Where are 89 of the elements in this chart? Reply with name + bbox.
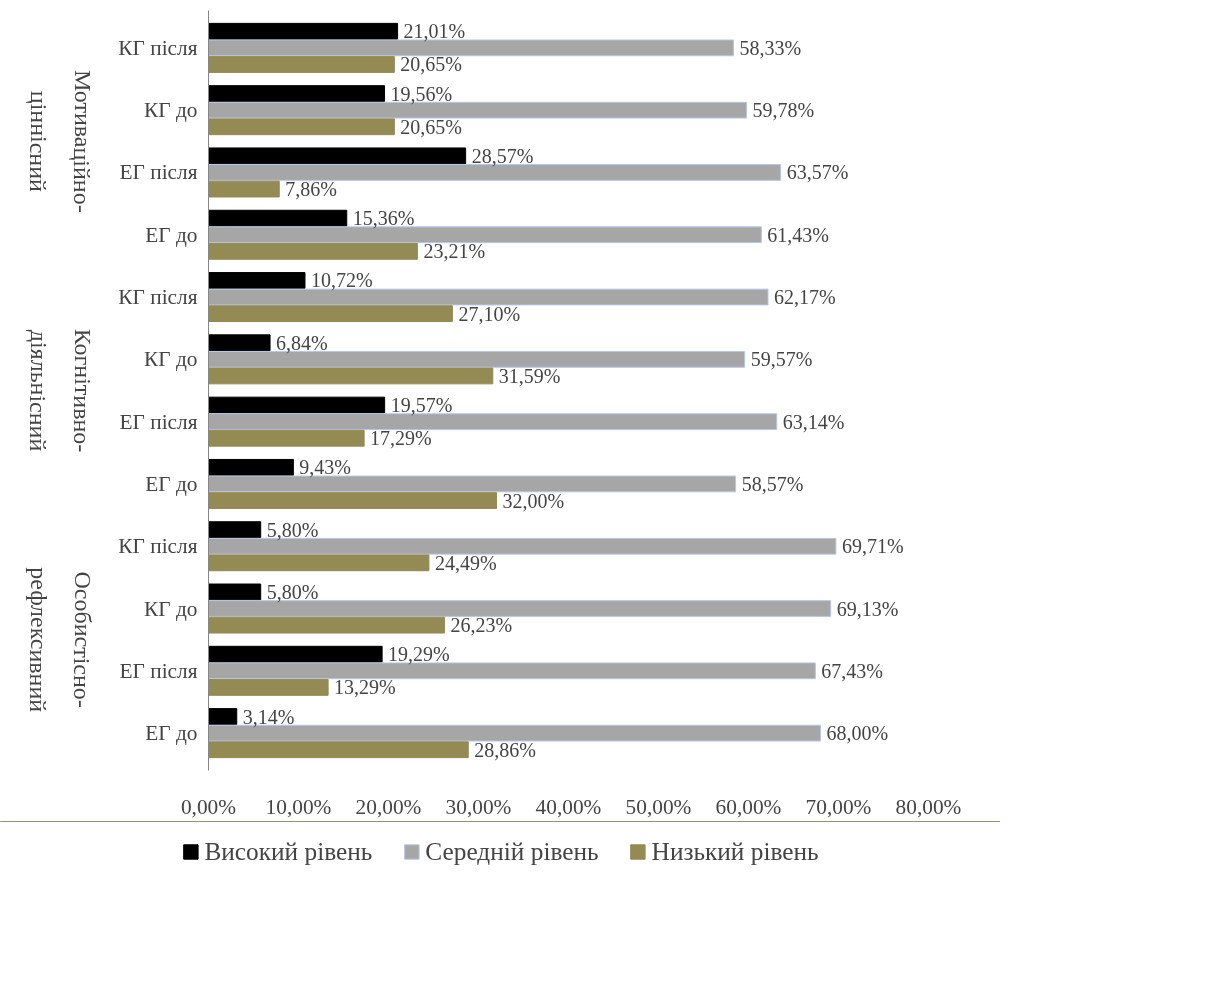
data-label: 58,57% <box>741 472 804 495</box>
data-label: 26,23% <box>450 614 513 637</box>
bar <box>208 583 262 601</box>
data-label: 61,43% <box>767 223 830 246</box>
bar <box>208 645 383 663</box>
y-tick-label: ЕГ до <box>145 222 198 247</box>
bar <box>208 305 453 323</box>
bar <box>208 242 418 260</box>
data-label: 21,01% <box>403 20 466 43</box>
y-tick-label: КГ до <box>144 596 198 621</box>
data-label: 59,57% <box>750 348 813 371</box>
bar <box>208 741 469 759</box>
bar <box>208 288 769 306</box>
x-tick-label: 50,00% <box>625 794 692 819</box>
data-label: 59,78% <box>752 99 815 122</box>
x-tick-label: 20,00% <box>355 794 422 819</box>
legend-label: Низький рівень <box>651 836 819 866</box>
bar <box>208 429 365 447</box>
data-label: 6,84% <box>276 331 328 354</box>
data-label: 20,65% <box>400 53 463 76</box>
y-tick-label: КГ після <box>118 534 198 559</box>
bar <box>208 180 280 198</box>
bar <box>208 56 395 73</box>
data-label: 63,57% <box>786 161 849 184</box>
data-label: 5,80% <box>266 580 319 603</box>
y-tick-label: ЕГ до <box>145 721 198 746</box>
x-tick-label: 70,00% <box>805 794 872 819</box>
bar <box>208 708 238 725</box>
data-label: 19,29% <box>388 643 450 666</box>
data-label: 19,57% <box>390 394 453 417</box>
y-tick-label: КГ до <box>144 347 198 372</box>
bar <box>208 662 816 680</box>
data-label: 5,80% <box>266 518 319 541</box>
data-label: 15,36% <box>352 207 415 230</box>
data-label: 28,57% <box>471 144 534 167</box>
text: Когнітивно-діяльнісний <box>25 328 96 453</box>
x-tick-label: 30,00% <box>445 794 512 819</box>
legend-label: Високий рівень <box>204 836 373 866</box>
bar <box>208 554 430 572</box>
bar <box>208 85 386 102</box>
bar <box>208 616 446 634</box>
legend-label: Середній рівень <box>425 836 599 866</box>
x-tick-label: 0,00% <box>180 794 237 819</box>
data-label: 68,00% <box>826 722 889 745</box>
data-label: 24,49% <box>434 551 497 574</box>
data-label: 13,29% <box>334 676 396 699</box>
data-label: 67,43% <box>821 659 884 682</box>
data-label: 32,00% <box>502 489 565 512</box>
text: Мотиваційно-ціннісний <box>25 70 96 213</box>
bar <box>208 22 399 40</box>
data-label: 10,72% <box>310 269 373 292</box>
y-tick-label: ЕГ після <box>119 160 198 185</box>
data-label: 9,43% <box>299 456 352 479</box>
data-label: 17,29% <box>370 427 432 450</box>
bar <box>208 458 294 476</box>
bar <box>208 272 306 289</box>
data-label: 62,17% <box>774 286 836 309</box>
data-label: 19,56% <box>390 82 453 105</box>
y-tick-label: КГ до <box>144 98 198 123</box>
y-tick-label: КГ після <box>118 285 198 310</box>
bar <box>208 521 262 539</box>
data-label: 3,14% <box>242 705 295 728</box>
data-label: 31,59% <box>498 364 561 387</box>
data-label: 7,86% <box>285 178 337 201</box>
y-tick-label: ЕГ до <box>145 471 198 496</box>
data-label: 23,21% <box>423 240 486 263</box>
data-label: 58,33% <box>739 36 802 59</box>
bar <box>208 367 494 385</box>
x-tick-label: 80,00% <box>895 794 962 819</box>
data-label: 27,10% <box>458 302 521 325</box>
bar <box>208 679 329 696</box>
x-tick-label: 10,00% <box>265 794 332 819</box>
bar <box>208 492 497 509</box>
data-label: 20,65% <box>400 115 463 138</box>
bar <box>208 396 386 414</box>
y-tick-label: ЕГ після <box>119 409 198 434</box>
bar <box>208 118 395 136</box>
bar <box>208 147 467 165</box>
x-tick-label: 40,00% <box>535 794 602 819</box>
y-tick-label: ЕГ після <box>119 658 198 683</box>
y-tick-label: КГ після <box>118 35 198 60</box>
data-label: 63,14% <box>782 410 845 433</box>
x-tick-label: 60,00% <box>715 794 782 819</box>
data-label: 69,71% <box>841 535 904 558</box>
data-label: 69,13% <box>836 597 899 620</box>
data-label: 28,86% <box>474 738 536 761</box>
bar <box>208 334 271 352</box>
bar <box>208 209 348 227</box>
text: Особистісно-рефлексивний <box>25 567 96 713</box>
